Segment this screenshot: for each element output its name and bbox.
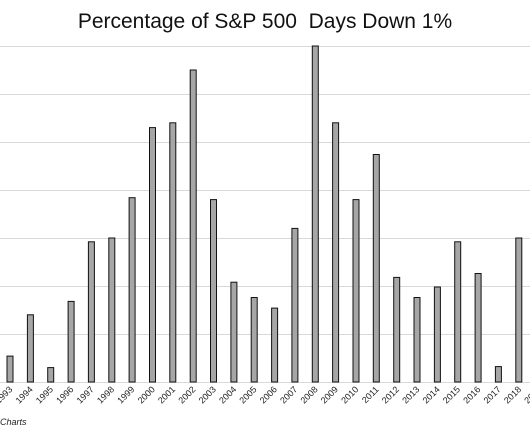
x-tick-label-2002: 2002: [176, 384, 197, 405]
x-tick-label-2010: 2010: [339, 384, 360, 405]
bar-2003: [210, 199, 217, 383]
x-tick-label-1999: 1999: [115, 384, 136, 405]
x-tick-label-2014: 2014: [421, 384, 442, 405]
x-tick-label-2009: 2009: [319, 384, 340, 405]
bar-2012: [393, 276, 401, 383]
x-tick-label-2008: 2008: [298, 384, 319, 405]
bar-2014: [433, 286, 441, 383]
x-tick-label-1993: 1993: [0, 384, 14, 405]
bar-2005: [250, 297, 258, 383]
bar-2013: [413, 297, 421, 383]
bar-2010: [352, 199, 360, 383]
bar-1997: [87, 241, 95, 383]
bar-2017: [494, 366, 502, 383]
x-tick-label-1994: 1994: [14, 384, 35, 405]
bar-1993: [6, 355, 14, 383]
bar-1994: [26, 314, 34, 383]
bar-1999: [128, 197, 136, 383]
x-tick-label-2016: 2016: [461, 384, 482, 405]
x-tick-label-2007: 2007: [278, 384, 299, 405]
x-tick-label-2006: 2006: [258, 384, 279, 405]
bar-1996: [67, 300, 75, 383]
bar-2007: [291, 227, 299, 383]
x-tick-label-2013: 2013: [400, 384, 421, 405]
bar-2002: [189, 69, 197, 383]
x-tick-label-2017: 2017: [482, 384, 503, 405]
x-tick-labels: 1993 1994 1995 1996 1997 1998 1999 2000 2001 2002…: [0, 384, 530, 405]
source-note: Charts: [0, 417, 27, 427]
x-tick-label-2000: 2000: [136, 384, 157, 405]
bar-2011: [372, 154, 380, 383]
bar-2015: [454, 241, 462, 383]
bar-2000: [149, 127, 156, 383]
chart-title: Percentage of S&P 500 Days Down 1%: [77, 10, 453, 33]
x-tick-label-1998: 1998: [95, 384, 116, 405]
bar-2009: [332, 122, 340, 383]
x-tick-label-2003: 2003: [197, 384, 218, 405]
bar-1998: [108, 237, 116, 383]
x-tick-label-2001: 2001: [156, 384, 177, 405]
bars: [6, 45, 523, 383]
bar-2016: [474, 273, 482, 383]
bar-2001: [169, 122, 177, 383]
bar-2018: [515, 237, 523, 383]
gridlines: [0, 46, 530, 383]
x-tick-label-1995: 1995: [34, 384, 55, 405]
x-tick-label-1997: 1997: [75, 384, 96, 405]
x-tick-label-2005: 2005: [237, 384, 258, 405]
bar-2006: [271, 307, 279, 383]
bar-2004: [230, 281, 238, 383]
bar-2008: [311, 45, 319, 383]
x-tick-label-2004: 2004: [217, 384, 238, 405]
x-tick-label-2019: 2019: [522, 384, 530, 405]
bar-1995: [47, 367, 55, 383]
x-tick-label-2012: 2012: [380, 384, 401, 405]
x-tick-label-2011: 2011: [360, 384, 381, 405]
x-tick-label-1996: 1996: [54, 384, 75, 405]
x-tick-label-2018: 2018: [502, 384, 523, 405]
x-tick-label-2015: 2015: [441, 384, 462, 405]
